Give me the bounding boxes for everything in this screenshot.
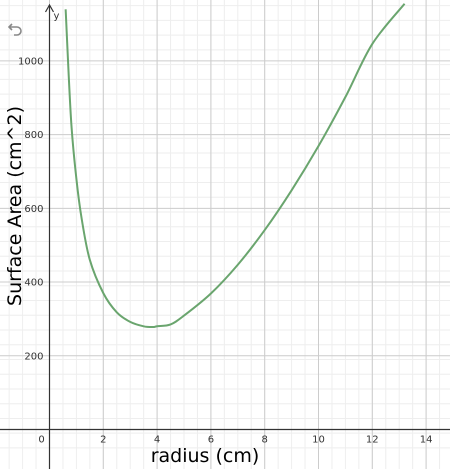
y-tick-labels: 200 400 600 800 1000 — [18, 56, 43, 362]
x-tick-labels: -2 0 2 4 6 8 10 12 14 — [0, 435, 432, 446]
axes: y — [0, 3, 450, 469]
x-tick-label: 6 — [208, 435, 214, 446]
y-tick-label: 800 — [24, 130, 43, 141]
y-axis-label: Surface Area (cm^2) — [4, 106, 26, 306]
y-axis-arrow — [44, 3, 55, 13]
y-tick-label: 600 — [24, 204, 43, 215]
y-axis-name: y — [54, 11, 60, 22]
x-axis-label: radius (cm) — [151, 445, 260, 467]
x-tick-label: 4 — [154, 435, 160, 446]
y-tick-label: 1000 — [18, 56, 43, 67]
x-tick-label: 12 — [366, 435, 379, 446]
x-tick-label: 2 — [100, 435, 106, 446]
x-tick-label: 14 — [420, 435, 433, 446]
x-tick-label: 10 — [312, 435, 325, 446]
y-tick-label: 200 — [24, 351, 43, 362]
x-tick-label: 0 — [38, 435, 44, 446]
x-tick-label: 8 — [262, 435, 268, 446]
undo-icon — [7, 23, 22, 36]
undo-button[interactable] — [7, 20, 25, 38]
x-tick-label: -2 — [0, 435, 1, 446]
y-tick-label: 400 — [24, 278, 43, 289]
series-line — [64, 3, 406, 329]
